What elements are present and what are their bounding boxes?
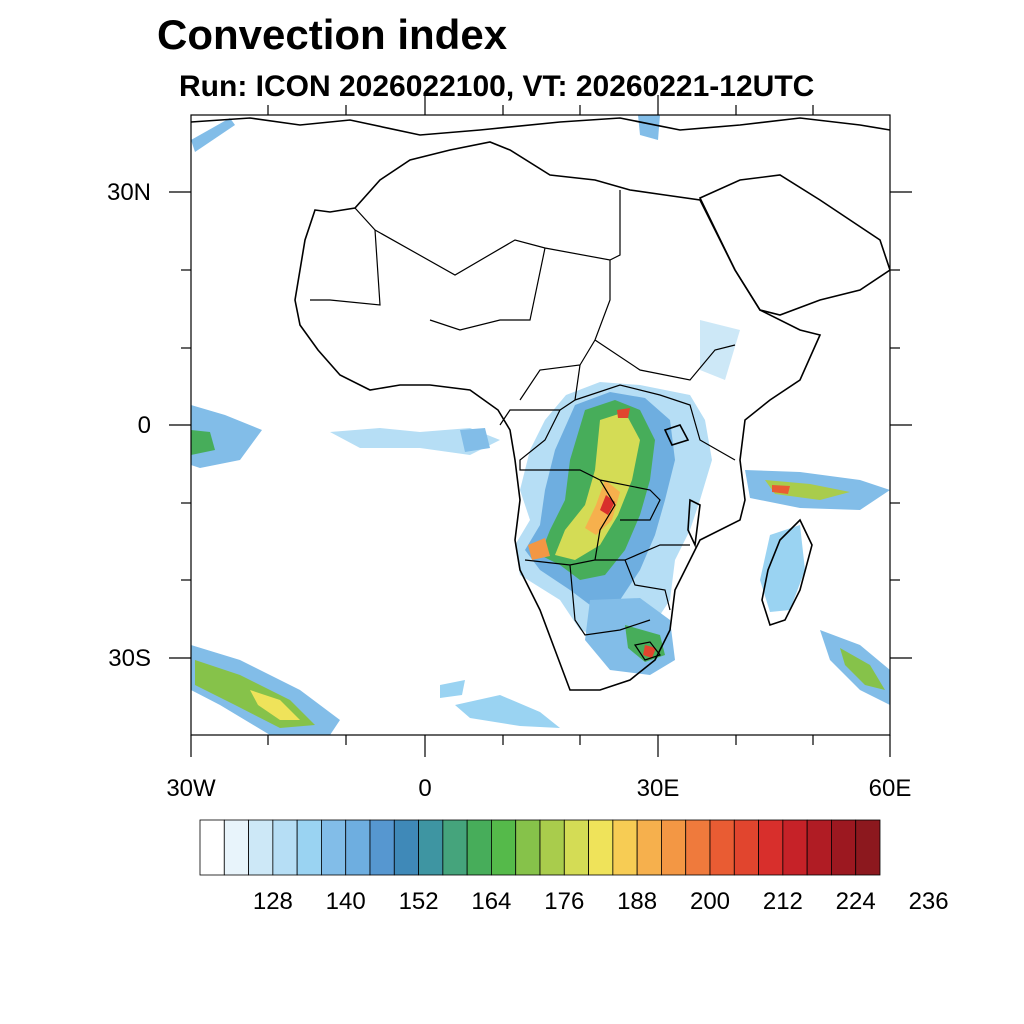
colorbar-swatch — [855, 819, 881, 876]
colorbar-swatch — [588, 819, 614, 876]
madagascar-coast — [761, 518, 813, 627]
convection-nw-corner — [191, 118, 235, 152]
colorbar-tick-label: 188 — [617, 888, 658, 915]
lat-label-0: 0 — [137, 412, 151, 439]
colorbar-swatch — [345, 819, 371, 876]
colorbar-swatch — [661, 819, 687, 876]
colorbar-swatch — [539, 819, 565, 876]
colorbar-tick-label: 128 — [252, 888, 293, 915]
convection-yellow-africa — [555, 412, 640, 560]
colorbar-swatch — [296, 819, 322, 876]
colorbar-tick-label: 236 — [908, 888, 949, 915]
colorbar-swatch — [491, 819, 517, 876]
colorbar-swatch — [733, 819, 759, 876]
colorbar-tick-label: 140 — [325, 888, 366, 915]
colorbar-swatch — [782, 819, 808, 876]
colorbar-swatch — [442, 819, 468, 876]
colorbar-swatch — [831, 819, 857, 876]
convection-orange-angola — [528, 538, 550, 560]
convection-south-streaks — [440, 680, 560, 728]
colorbar-swatch — [248, 819, 274, 876]
run-subtitle: Run: ICON 2026022100, VT: 20260221-12UTC — [179, 70, 815, 103]
convection-field — [191, 115, 890, 735]
coastlines — [191, 117, 890, 691]
lon-label-60e: 60E — [868, 775, 912, 802]
colorbar-tick-label: 152 — [398, 888, 439, 915]
colorbar-swatch — [369, 819, 395, 876]
convection-south-africa-red — [643, 645, 656, 658]
lon-label-30e: 30E — [636, 775, 680, 802]
colorbar-swatch — [758, 819, 784, 876]
convection-red-africa — [600, 495, 615, 515]
colorbar-tick-label: 224 — [835, 888, 876, 915]
lat-label-30s: 30S — [108, 645, 151, 672]
convection-horn — [700, 320, 740, 380]
colorbar-swatch — [393, 819, 419, 876]
convection-indian-core — [765, 480, 850, 500]
convection-red-congo — [617, 408, 630, 418]
colorbar-swatch — [612, 819, 638, 876]
convection-west-edge — [191, 405, 262, 468]
convection-madagascar — [760, 525, 805, 612]
colorbar-swatch — [563, 819, 589, 876]
map-title: Convection index — [157, 11, 508, 58]
colorbar-swatch — [321, 819, 347, 876]
colorbar-tick-label: 212 — [762, 888, 803, 915]
convection-atlantic-core — [460, 428, 490, 452]
colorbar-swatch — [466, 819, 492, 876]
convection-indian-red — [772, 485, 790, 494]
colorbar-tick-label: 200 — [689, 888, 731, 915]
colorbar — [199, 819, 881, 876]
convection-se-core — [840, 648, 885, 690]
lat-label-30n: 30N — [106, 179, 151, 206]
africa-coastline — [294, 141, 822, 691]
country-borders — [310, 190, 736, 661]
lon-label-30w: 30W — [166, 775, 216, 802]
lakes — [663, 424, 701, 548]
map-frame — [190, 114, 891, 736]
colorbar-swatch — [806, 819, 832, 876]
colorbar-tick-label: 176 — [544, 888, 585, 915]
colorbar-swatch — [418, 819, 444, 876]
colorbar-swatch — [223, 819, 249, 876]
axis-ticks — [169, 95, 912, 757]
colorbar-tick-label: 164 — [471, 888, 512, 915]
colorbar-swatch — [709, 819, 735, 876]
convection-west-edge-core — [191, 430, 215, 455]
convection-med — [638, 115, 660, 140]
convection-sw-yellow — [250, 690, 300, 720]
colorbar-swatch — [199, 819, 225, 876]
convection-atlantic-band — [330, 428, 500, 455]
colorbar-swatch — [515, 819, 541, 876]
colorbar-swatch — [685, 819, 711, 876]
lon-label-0: 0 — [418, 775, 432, 802]
arabia-coast — [698, 174, 890, 316]
colorbar-swatch — [636, 819, 662, 876]
colorbar-swatch — [272, 819, 298, 876]
europe-coast — [191, 117, 890, 136]
